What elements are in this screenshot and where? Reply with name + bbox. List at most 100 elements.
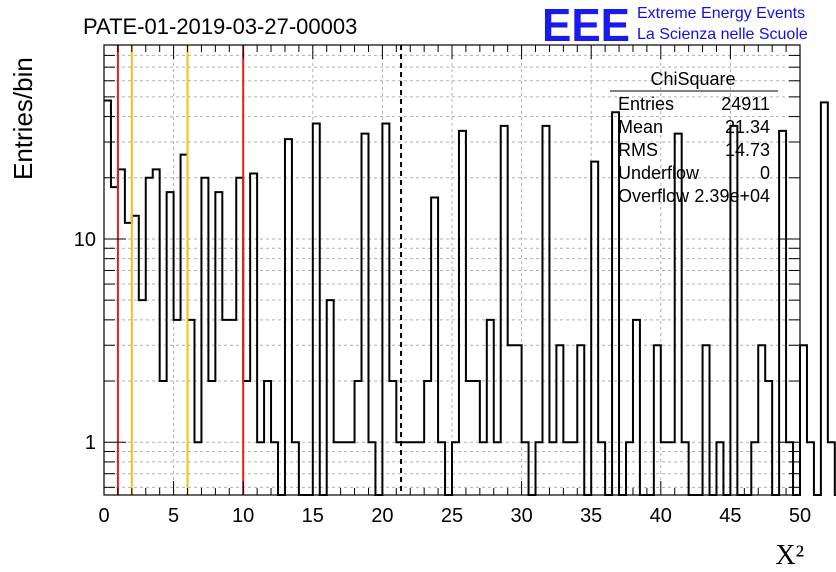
x-tick-label: 0 bbox=[98, 505, 109, 527]
stats-row-label: Mean bbox=[618, 117, 663, 137]
histogram-bin bbox=[598, 442, 605, 495]
x-tick-label: 50 bbox=[789, 505, 811, 527]
x-tick-label: 40 bbox=[650, 505, 672, 527]
histogram-bin bbox=[515, 345, 522, 495]
histogram-bin bbox=[132, 216, 139, 495]
histogram-bin bbox=[626, 442, 633, 495]
histogram-bin bbox=[334, 442, 341, 495]
histogram-bin bbox=[104, 100, 111, 495]
histogram-bin bbox=[438, 442, 445, 495]
logo-line-1: Extreme Energy Events bbox=[637, 5, 805, 22]
histogram-bin bbox=[153, 169, 160, 495]
histogram-bin bbox=[577, 345, 584, 495]
reference-lines-layer bbox=[116, 45, 403, 495]
x-tick-label: 20 bbox=[371, 505, 393, 527]
stats-rows: Entries 24911 Mean 21.34 RMS 14.73 Underflow 0 O… bbox=[618, 94, 770, 206]
histogram-bin bbox=[236, 178, 243, 495]
x-tick-label: 30 bbox=[510, 505, 532, 527]
histogram-bin bbox=[348, 442, 355, 495]
stats-row-label: RMS bbox=[618, 140, 658, 160]
histogram-bin bbox=[327, 300, 334, 495]
stats-row-value: 14.73 bbox=[725, 140, 770, 160]
histogram-bin bbox=[271, 442, 278, 495]
histogram-bin bbox=[654, 345, 661, 495]
x-tick-label: 5 bbox=[168, 505, 179, 527]
histogram-bin bbox=[800, 345, 807, 495]
histogram-bin bbox=[480, 442, 487, 495]
histogram-bin bbox=[382, 123, 389, 495]
stats-row-value: 2.39e+04 bbox=[694, 186, 770, 206]
histogram-bin bbox=[118, 169, 125, 495]
histogram-bin bbox=[174, 320, 181, 495]
histogram-bin bbox=[508, 345, 515, 495]
histogram-bin bbox=[167, 192, 174, 495]
histogram-bin bbox=[188, 320, 195, 495]
histogram-bin bbox=[389, 381, 396, 495]
histogram-bin bbox=[459, 131, 466, 495]
histogram-bin bbox=[111, 187, 118, 495]
histogram-bin bbox=[473, 381, 480, 495]
histogram-bin bbox=[431, 197, 438, 495]
histogram-bin bbox=[661, 442, 668, 495]
stats-row-label: Entries bbox=[618, 94, 674, 114]
histogram-bin bbox=[751, 442, 758, 495]
histogram-bin bbox=[146, 178, 153, 495]
x-tick-label: 35 bbox=[580, 505, 602, 527]
histogram-bin bbox=[250, 173, 257, 495]
x-tick-label: 25 bbox=[441, 505, 463, 527]
y-tick-label: 10 bbox=[74, 229, 96, 251]
stats-row-label: Underflow bbox=[618, 163, 700, 183]
x-tick-label: 45 bbox=[719, 505, 741, 527]
histogram-bin bbox=[181, 155, 188, 495]
histogram-bin bbox=[396, 442, 403, 495]
histogram-bin bbox=[215, 192, 222, 495]
axis-ticks-layer: 0 5 10 15 20 25 30 35 40 45 50 1 10 bbox=[74, 45, 811, 527]
histogram-bin bbox=[501, 126, 508, 495]
histogram-bin bbox=[821, 102, 828, 495]
histogram-bin bbox=[139, 300, 146, 495]
histogram-bin bbox=[229, 320, 236, 495]
histogram-bin bbox=[424, 381, 431, 495]
histogram-bin bbox=[292, 442, 299, 495]
histogram-bin bbox=[341, 442, 348, 495]
histogram-bin bbox=[208, 381, 215, 495]
histogram-bin bbox=[668, 442, 675, 495]
histogram-bin bbox=[160, 381, 167, 495]
histogram-bin bbox=[570, 442, 577, 495]
histogram-bin bbox=[703, 345, 710, 495]
histogram-bin bbox=[222, 320, 229, 495]
histogram-bin bbox=[201, 178, 208, 495]
histogram-bin bbox=[563, 442, 570, 495]
eee-logo-mark: EEE bbox=[542, 0, 630, 51]
histogram-bin bbox=[522, 442, 529, 495]
histogram-bin bbox=[410, 442, 417, 495]
histogram-bin bbox=[542, 126, 549, 495]
histogram-bin bbox=[452, 442, 459, 495]
histogram-bin bbox=[758, 345, 765, 495]
stats-box: ChiSquare Entries 24911 Mean 21.34 RMS 14.73 U… bbox=[610, 69, 778, 206]
histogram-bin bbox=[494, 442, 501, 495]
histogram-bin bbox=[417, 442, 424, 495]
histogram-bin bbox=[368, 442, 375, 495]
y-axis-title: Entries/bin bbox=[8, 57, 38, 180]
histogram-bin bbox=[828, 442, 835, 495]
x-tick-label: 10 bbox=[232, 505, 254, 527]
histogram-bin bbox=[313, 123, 320, 495]
histogram-bin bbox=[730, 126, 737, 495]
stats-row-value: 0 bbox=[760, 163, 770, 183]
histogram-bin bbox=[403, 442, 410, 495]
x-axis-title: X² bbox=[775, 540, 804, 571]
histogram-bin bbox=[633, 320, 640, 495]
stats-row-value: 24911 bbox=[721, 94, 770, 114]
histogram-bin bbox=[779, 131, 786, 495]
stats-row-value: 21.34 bbox=[725, 117, 770, 137]
histogram-bin bbox=[682, 442, 689, 495]
histogram-bin bbox=[807, 442, 814, 495]
histogram-bin bbox=[466, 381, 473, 495]
chart-title: PATE-01-2019-03-27-00003 bbox=[83, 14, 357, 39]
histogram-bin bbox=[125, 223, 132, 495]
eee-logo: EEE Extreme Energy Events La Scienza nel… bbox=[542, 0, 808, 51]
histogram-bin bbox=[355, 381, 362, 495]
histogram-bin bbox=[536, 442, 543, 495]
